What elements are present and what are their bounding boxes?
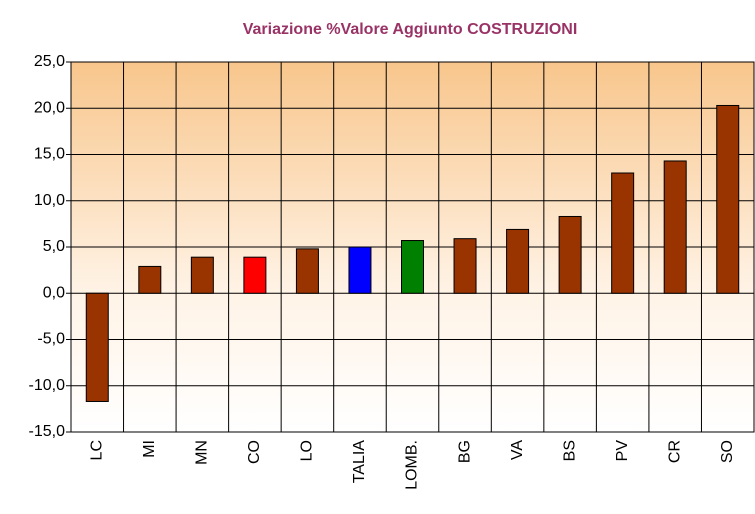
x-tick-label: SO <box>719 440 736 463</box>
x-tick-label: LO <box>299 440 316 461</box>
x-tick-label: MN <box>194 440 211 465</box>
x-tick-label: BS <box>561 440 578 461</box>
bar <box>348 246 372 294</box>
y-tick-label: 20,0 <box>34 99 65 116</box>
y-tick-label: 15,0 <box>34 146 65 163</box>
plot-border <box>70 61 755 433</box>
bar <box>401 240 424 294</box>
x-tick-label: CO <box>246 440 263 464</box>
y-tick-label: -15,0 <box>29 423 66 440</box>
x-tick-label: BG <box>456 440 473 463</box>
bar <box>716 104 740 294</box>
x-tick-label: PV <box>614 440 631 462</box>
y-tick-label: -5,0 <box>37 331 65 348</box>
x-tick-label: LOMB. <box>404 440 421 490</box>
bar <box>190 256 214 294</box>
bar <box>506 228 530 294</box>
bar <box>138 265 162 294</box>
bar <box>663 160 687 294</box>
bar <box>85 292 109 402</box>
x-tick-label: TALIA <box>351 440 368 484</box>
bar <box>243 256 267 294</box>
y-tick-label: 5,0 <box>43 238 65 255</box>
bar <box>558 215 582 294</box>
x-tick-label: CR <box>666 440 683 463</box>
y-tick-label: 10,0 <box>34 192 65 209</box>
bar <box>611 172 635 294</box>
x-tick-label: LC <box>88 440 105 460</box>
chart-title: Variazione %Valore Aggiunto COSTRUZIONI <box>243 21 578 38</box>
x-tick-label: MI <box>141 440 158 458</box>
bar <box>453 238 477 294</box>
bar <box>295 248 319 294</box>
y-tick-label: 25,0 <box>34 53 65 70</box>
y-tick-label: 0,0 <box>43 284 65 301</box>
x-tick-label: VA <box>509 440 526 460</box>
y-tick-label: -10,0 <box>29 377 66 394</box>
